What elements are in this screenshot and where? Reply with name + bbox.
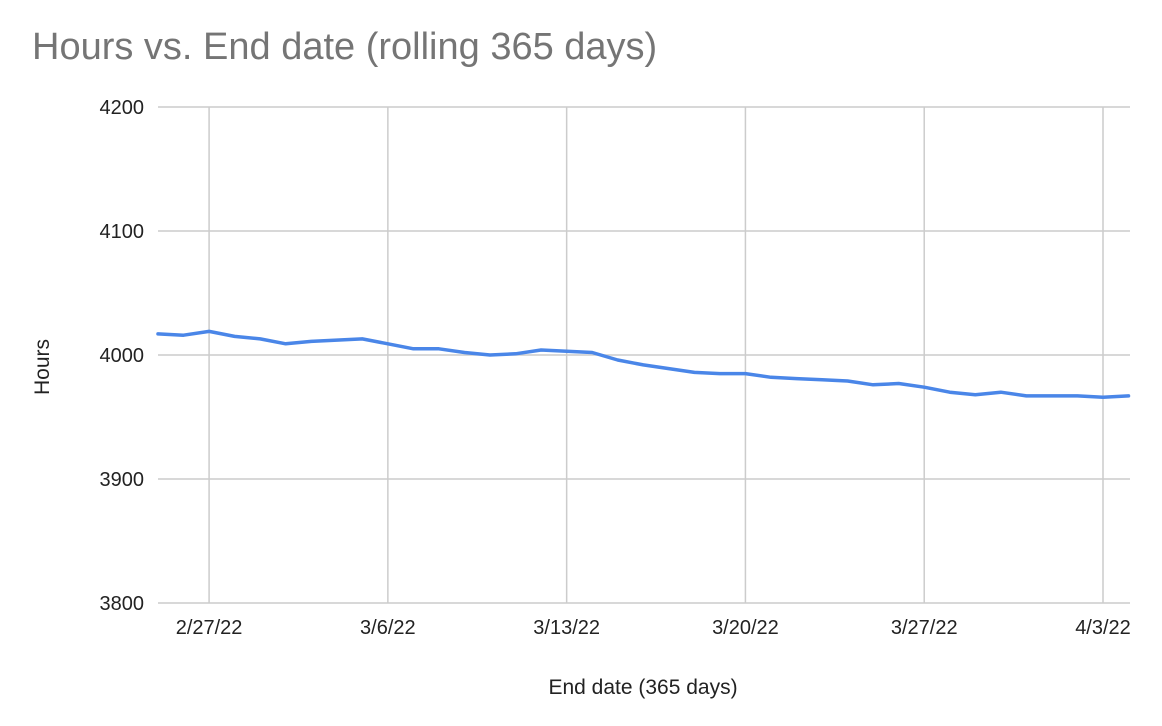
tick-labels: 3800 3900 4000 4100 4200 2/27/22 3/6/22 3/13/22… <box>100 97 1131 639</box>
x-tick-label: 3/13/22 <box>533 617 600 639</box>
grid <box>158 106 1130 604</box>
x-tick-label: 4/3/22 <box>1075 617 1131 639</box>
chart-title: Hours vs. End date (rolling 365 days) <box>32 26 658 68</box>
x-axis-title: End date (365 days) <box>548 676 737 699</box>
x-tick-label: 3/6/22 <box>360 617 416 639</box>
y-axis-title: Hours <box>31 339 54 395</box>
y-tick-label: 4100 <box>100 221 145 243</box>
y-tick-label: 3800 <box>100 593 145 615</box>
y-tick-label: 4000 <box>100 345 145 367</box>
y-tick-label: 3900 <box>100 469 145 491</box>
x-tick-label: 3/27/22 <box>891 617 958 639</box>
x-tick-label: 3/20/22 <box>712 617 779 639</box>
series-line-0 <box>156 329 1131 399</box>
series-lines <box>156 329 1131 399</box>
x-tick-label: 2/27/22 <box>176 617 243 639</box>
y-tick-label: 4200 <box>100 97 145 119</box>
